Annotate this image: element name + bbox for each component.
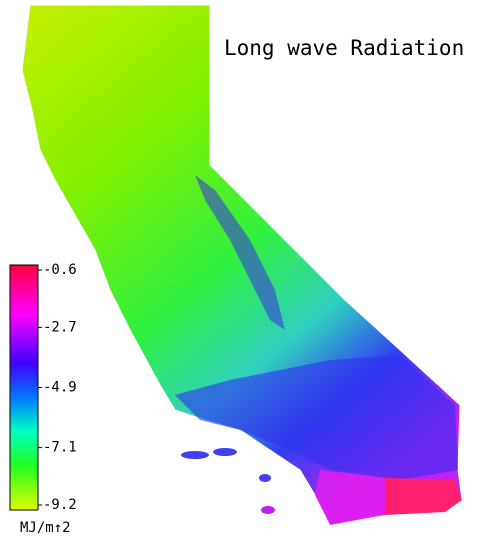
southwest-magenta [315, 470, 385, 525]
island [261, 506, 275, 514]
california-map [21, 4, 463, 526]
colorbar [9, 264, 39, 511]
sierra-band [195, 175, 285, 330]
island [259, 474, 271, 482]
tick-label: -9.2 [43, 497, 77, 513]
tick-label: -2.7 [43, 319, 77, 335]
island [181, 451, 209, 459]
colorbar-ticks: -0.6 -2.7 -4.9 -7.1 -9.2 [38, 262, 77, 513]
tick-label: -7.1 [43, 440, 77, 456]
southeast-hot [385, 478, 462, 515]
colorbar-unit: MJ/m↑2 [20, 520, 71, 536]
tick-label: -4.9 [43, 380, 77, 396]
map-title: Long wave Radiation [224, 36, 464, 60]
south-band [175, 355, 458, 480]
island [213, 448, 237, 456]
tick-label: -0.6 [43, 262, 77, 278]
islands [181, 448, 275, 514]
